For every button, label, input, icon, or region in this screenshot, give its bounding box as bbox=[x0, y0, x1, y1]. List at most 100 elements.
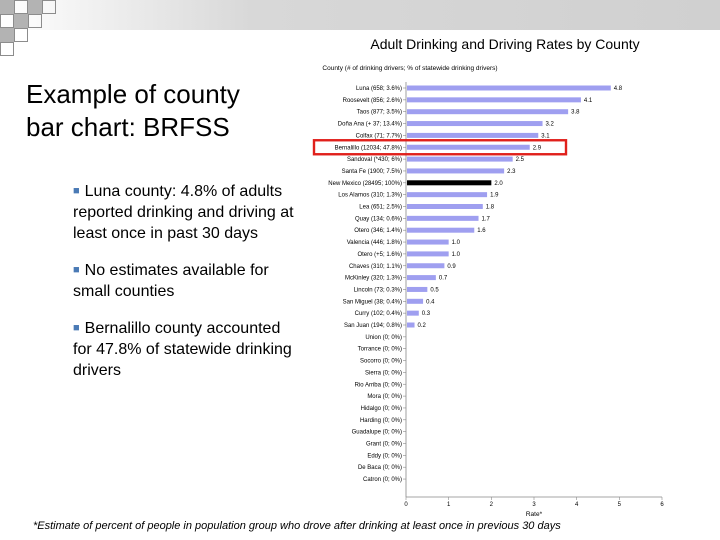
bar bbox=[407, 263, 445, 269]
slide-title-line-1: Example of county bbox=[26, 79, 240, 109]
bullet-item: ■ Luna county: 4.8% of adults reported dr… bbox=[73, 181, 303, 244]
value-label: 3.2 bbox=[546, 122, 555, 128]
bar bbox=[407, 156, 513, 162]
bar bbox=[407, 215, 479, 221]
slide-title: Example of county bar chart: BRFSS bbox=[26, 78, 306, 144]
bullet-text: No estimates available for small countie… bbox=[73, 262, 269, 300]
value-label: 2.3 bbox=[507, 169, 516, 175]
bar bbox=[407, 144, 530, 150]
decor-square bbox=[28, 14, 42, 28]
category-label: Santa Fe (1900; 7.5%) bbox=[342, 169, 402, 175]
category-label: Valencia (446; 1.8%) bbox=[347, 240, 402, 246]
category-label: McKinley (320; 1.3%) bbox=[345, 276, 402, 282]
category-label: Quay (134; 0.6%) bbox=[355, 216, 402, 222]
x-axis-label: Rate* bbox=[526, 511, 543, 518]
value-label: 2.0 bbox=[494, 181, 503, 187]
value-label: 2.5 bbox=[516, 157, 525, 163]
bar bbox=[407, 85, 611, 91]
category-label: Roosevelt (856; 2.6%) bbox=[343, 98, 402, 104]
bar bbox=[407, 132, 539, 138]
x-tick-label: 2 bbox=[490, 502, 494, 508]
category-label: Otero (+5; 1.6%) bbox=[357, 252, 402, 258]
bullet-text: Luna county: 4.8% of adults reported dri… bbox=[73, 183, 294, 242]
bullet-text: Bernalillo county accounted for 47.8% of… bbox=[73, 320, 292, 379]
bullet-item: ■ Bernalillo county accounted for 47.8% o… bbox=[73, 318, 303, 381]
decor-square bbox=[14, 14, 28, 28]
decor-square bbox=[0, 0, 14, 14]
category-label: Hidalgo (0; 0%) bbox=[361, 406, 402, 412]
x-tick-label: 6 bbox=[660, 502, 664, 508]
bar bbox=[407, 109, 569, 115]
category-label: San Miguel (38; 0.4%) bbox=[343, 299, 402, 305]
decor-square bbox=[42, 0, 56, 14]
category-label: Lea (651; 2.5%) bbox=[359, 205, 402, 211]
value-label: 0.5 bbox=[430, 287, 439, 293]
category-label: Sandoval (*430; 6%) bbox=[347, 157, 402, 163]
x-tick-label: 1 bbox=[447, 502, 451, 508]
bullet-square-icon: ■ bbox=[73, 264, 80, 276]
bar bbox=[407, 227, 475, 233]
bar bbox=[407, 322, 415, 328]
bullet-item: ■ No estimates available for small counti… bbox=[73, 260, 303, 302]
value-label: 3.8 bbox=[571, 110, 580, 116]
value-label: 1.7 bbox=[482, 216, 491, 222]
value-label: 1.9 bbox=[490, 193, 499, 199]
category-label: Catron (0; 0%) bbox=[363, 477, 402, 483]
value-label: 1.8 bbox=[486, 205, 495, 211]
header-band bbox=[0, 0, 720, 30]
value-label: 1.0 bbox=[452, 252, 461, 258]
x-tick-label: 3 bbox=[532, 502, 536, 508]
decor-square bbox=[0, 42, 14, 56]
value-label: 2.9 bbox=[533, 145, 542, 151]
category-label: Los Alamos (310; 1.3%) bbox=[338, 193, 402, 199]
category-label: Otero (346; 1.4%) bbox=[354, 228, 402, 234]
category-label: New Mexico (28495; 100%) bbox=[328, 181, 402, 187]
category-label: Harding (0; 0%) bbox=[360, 418, 402, 424]
category-label: Lincoln (73; 0.3%) bbox=[354, 287, 402, 293]
category-label: Sierra (0; 0%) bbox=[365, 370, 402, 376]
bullet-list: ■ Luna county: 4.8% of adults reported dr… bbox=[73, 181, 303, 397]
value-label: 0.7 bbox=[439, 276, 448, 282]
decor-square bbox=[0, 14, 14, 28]
bar bbox=[407, 275, 436, 281]
bullet-square-icon: ■ bbox=[73, 322, 80, 334]
bar bbox=[407, 180, 492, 186]
category-label: Bernalillo (12034; 47.8%) bbox=[335, 145, 402, 151]
bar bbox=[407, 168, 505, 174]
chart-title: Adult Drinking and Driving Rates by Coun… bbox=[370, 36, 640, 52]
category-label: Grant (0; 0%) bbox=[366, 442, 402, 448]
category-label: Doña Ana (+ 37; 13.4%) bbox=[338, 122, 402, 128]
value-label: 4.8 bbox=[614, 86, 623, 92]
y-axis-label: County (# of drinking drivers; % of stat… bbox=[322, 65, 497, 72]
decor-square bbox=[0, 28, 14, 42]
value-label: 0.9 bbox=[447, 264, 456, 270]
category-label: Curry (102; 0.4%) bbox=[355, 311, 402, 317]
value-label: 0.2 bbox=[418, 323, 427, 329]
category-label: Taos (877; 3.5%) bbox=[357, 110, 402, 116]
bar bbox=[407, 121, 543, 127]
value-label: 3.1 bbox=[541, 133, 550, 139]
decor-square bbox=[28, 0, 42, 14]
bullet-square-icon: ■ bbox=[73, 185, 80, 197]
category-label: Mora (0; 0%) bbox=[367, 394, 402, 400]
value-label: 0.4 bbox=[426, 299, 435, 305]
value-label: 4.1 bbox=[584, 98, 593, 104]
decor-square bbox=[14, 28, 28, 42]
category-label: Socorro (0; 0%) bbox=[360, 359, 402, 365]
x-tick-label: 0 bbox=[404, 502, 408, 508]
category-label: Union (0; 0%) bbox=[365, 335, 402, 341]
category-label: Eddy (0; 0%) bbox=[367, 453, 402, 459]
category-label: Torrance (0; 0%) bbox=[358, 347, 402, 353]
bar bbox=[407, 298, 424, 304]
value-label: 1.6 bbox=[477, 228, 486, 234]
bar bbox=[407, 310, 419, 316]
x-tick-label: 5 bbox=[618, 502, 622, 508]
bar bbox=[407, 239, 449, 245]
category-label: San Juan (194; 0.8%) bbox=[344, 323, 402, 329]
category-label: De Baca (0; 0%) bbox=[358, 465, 402, 471]
bar bbox=[407, 251, 449, 257]
category-label: Colfax (71; 7.7%) bbox=[356, 133, 402, 139]
highlight-callout-box bbox=[312, 139, 568, 156]
category-label: Luna (658; 3.6%) bbox=[356, 86, 402, 92]
